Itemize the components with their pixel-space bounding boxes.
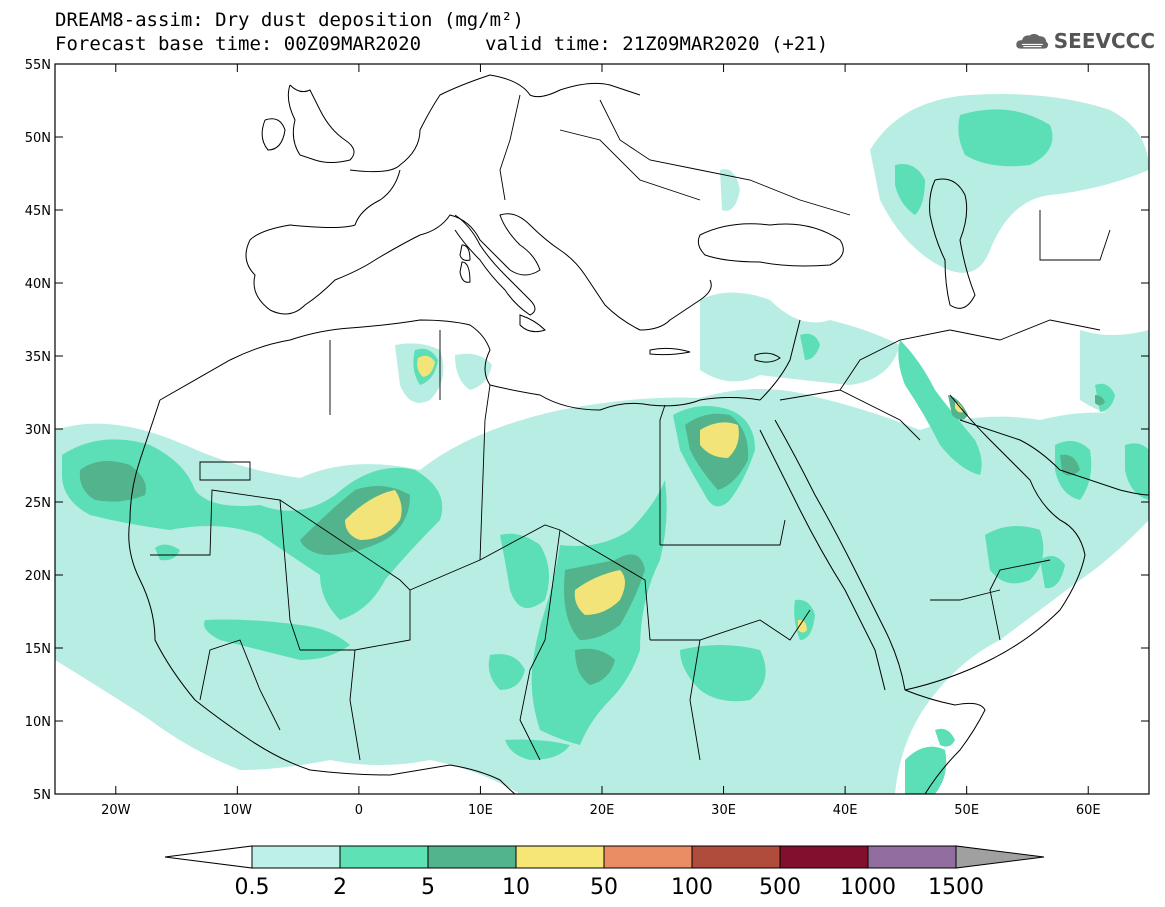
colorbar-segment: [251, 845, 341, 869]
colorbar-segment: [691, 845, 781, 869]
lat-tick-label: 15N: [25, 642, 51, 657]
lon-tick-label: 20E: [590, 803, 615, 818]
colorbar-label: 2: [333, 875, 347, 900]
colorbar-segment: [867, 845, 957, 869]
lat-tick-label: 55N: [25, 58, 51, 73]
dust-field: [55, 94, 1149, 794]
colorbar-label: 100: [671, 875, 713, 900]
lon-tick-label: 10E: [468, 803, 493, 818]
lon-tick-label: 10W: [223, 803, 253, 818]
colorbar-label: 10: [502, 875, 530, 900]
colorbar-label: 1000: [840, 875, 896, 900]
colorbar-label: 5: [421, 875, 435, 900]
colorbar: 0.5 2 5 10 50 100 500 1000 1500: [164, 845, 1045, 900]
cloud-icon: [1016, 33, 1049, 49]
logo-text: SEEVCCC: [1053, 29, 1155, 53]
lat-tick-label: 45N: [25, 204, 51, 219]
coastlines: [128, 74, 1149, 794]
dust-contour-10: [345, 355, 963, 633]
lat-tick-label: 5N: [33, 788, 51, 803]
colorbar-label: 50: [590, 875, 618, 900]
colorbar-segment: [427, 845, 517, 869]
latitude-axis: 55N 50N 45N 40N 35N 30N 25N 20N 15N 10N 5N: [25, 58, 1149, 803]
colorbar-segment: [515, 845, 605, 869]
lat-tick-label: 20N: [25, 569, 51, 584]
lat-tick-label: 30N: [25, 423, 51, 438]
lat-tick-label: 50N: [25, 131, 51, 146]
colorbar-segment: [779, 845, 869, 869]
lon-tick-label: 0: [355, 803, 363, 818]
colorbar-under-triangle: [164, 845, 253, 869]
seevccc-logo: SEEVCCC: [1015, 24, 1155, 58]
colorbar-segment: [603, 845, 693, 869]
country-borders: [150, 94, 1111, 761]
colorbar-over-triangle: [955, 845, 1045, 869]
colorbar-segment: [339, 845, 429, 869]
lat-tick-label: 35N: [25, 350, 51, 365]
lat-tick-label: 10N: [25, 715, 51, 730]
longitude-axis: 20W 10W 0 10E 20E 30E 40E 50E 60E: [101, 64, 1101, 818]
lon-tick-label: 50E: [954, 803, 979, 818]
map-title: DREAM8-assim: Dry dust deposition (mg/m²…: [55, 9, 524, 31]
valid-time: valid time: 21Z09MAR2020 (+21): [485, 33, 829, 55]
lon-tick-label: 60E: [1076, 803, 1101, 818]
colorbar-label: 500: [759, 875, 801, 900]
lon-tick-label: 30E: [711, 803, 736, 818]
lat-tick-label: 25N: [25, 496, 51, 511]
lon-tick-label: 40E: [833, 803, 858, 818]
colorbar-label: 1500: [928, 875, 984, 900]
lon-tick-label: 20W: [101, 803, 131, 818]
forecast-base-time: Forecast base time: 00Z09MAR2020: [55, 33, 422, 55]
colorbar-label: 0.5: [235, 875, 270, 900]
lat-tick-label: 40N: [25, 277, 51, 292]
